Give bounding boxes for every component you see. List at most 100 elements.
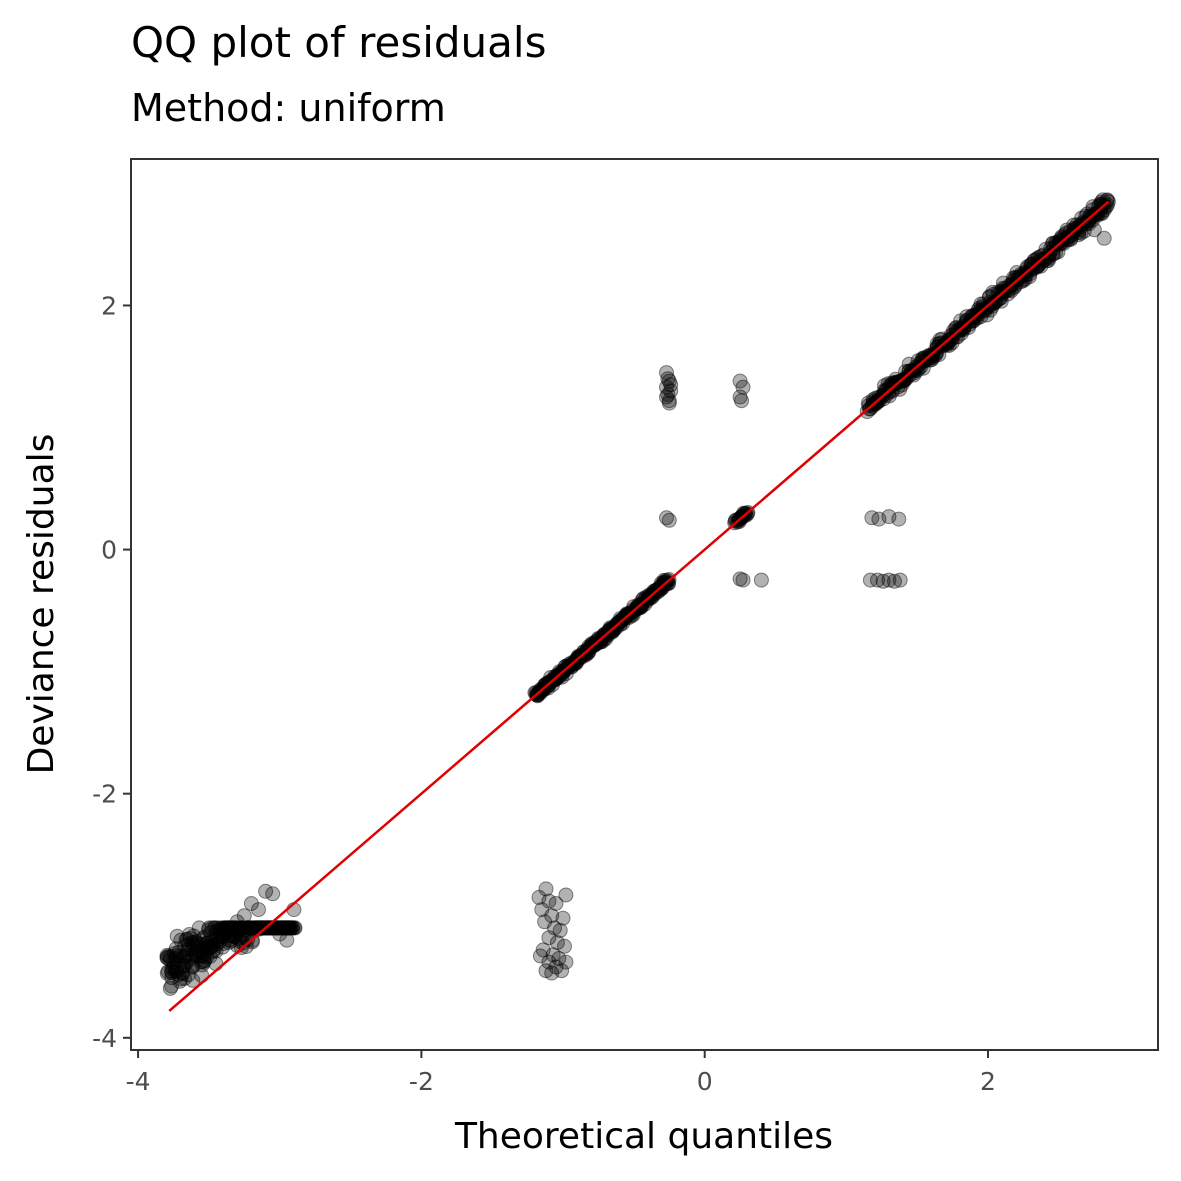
data-point xyxy=(203,925,219,941)
x-tick-label: 2 xyxy=(980,1067,996,1096)
data-point xyxy=(225,920,240,936)
data-point xyxy=(212,928,228,944)
data-point xyxy=(206,942,222,958)
data-point xyxy=(548,896,564,911)
data-point xyxy=(594,634,610,650)
data-point xyxy=(1041,248,1057,264)
data-point xyxy=(527,685,543,701)
data-point xyxy=(228,920,244,936)
data-point xyxy=(282,920,298,936)
data-point xyxy=(965,308,981,324)
data-point xyxy=(202,940,218,956)
data-point xyxy=(558,887,574,903)
data-point xyxy=(236,908,252,924)
data-point xyxy=(969,310,985,326)
data-point xyxy=(279,932,295,948)
data-point xyxy=(646,583,661,599)
data-point xyxy=(1051,234,1067,250)
data-point xyxy=(173,971,189,987)
data-point xyxy=(993,290,1009,306)
data-point xyxy=(985,284,1001,300)
data-point xyxy=(877,383,893,399)
data-point xyxy=(557,659,573,674)
data-point xyxy=(621,610,636,626)
data-point xyxy=(887,573,902,589)
data-point xyxy=(1023,257,1039,273)
data-point xyxy=(171,967,186,983)
data-point xyxy=(1056,236,1072,251)
data-point xyxy=(251,921,267,937)
data-point xyxy=(544,908,560,924)
data-point xyxy=(164,963,179,979)
data-point xyxy=(915,350,931,366)
data-point xyxy=(1053,230,1069,246)
data-point xyxy=(623,608,639,624)
data-point xyxy=(986,295,1002,311)
data-point xyxy=(164,978,180,994)
data-point xyxy=(168,951,184,966)
data-point xyxy=(1060,232,1076,247)
data-point xyxy=(178,932,194,948)
data-point xyxy=(205,934,220,950)
data-point xyxy=(909,362,925,378)
data-point xyxy=(232,922,248,938)
data-point xyxy=(245,920,261,936)
y-tick-label: -2 xyxy=(92,780,117,809)
data-point xyxy=(924,349,940,365)
data-point xyxy=(175,957,191,973)
chart-subtitle: Method: uniform xyxy=(131,86,446,130)
data-point xyxy=(286,920,302,936)
data-point xyxy=(1034,253,1050,269)
data-point xyxy=(284,920,300,936)
data-point xyxy=(1059,232,1074,248)
data-point xyxy=(531,889,547,905)
data-point xyxy=(194,948,210,964)
data-point xyxy=(287,920,303,936)
data-point xyxy=(530,688,546,704)
data-point xyxy=(928,345,944,361)
data-point xyxy=(1008,276,1023,292)
data-point xyxy=(1029,258,1045,274)
data-point xyxy=(644,590,660,606)
data-point xyxy=(203,940,219,955)
data-point xyxy=(212,922,228,938)
data-point xyxy=(182,931,198,946)
y-tick-label: 2 xyxy=(101,291,117,320)
data-point xyxy=(1048,235,1063,251)
data-point xyxy=(966,307,982,323)
data-point xyxy=(605,624,620,640)
data-point xyxy=(162,980,178,996)
data-point xyxy=(945,323,961,339)
data-point xyxy=(552,922,568,938)
data-point xyxy=(162,952,178,968)
data-point xyxy=(1007,278,1023,294)
data-point xyxy=(191,920,207,936)
data-point xyxy=(660,576,676,592)
data-point xyxy=(635,592,650,608)
data-point xyxy=(232,921,248,937)
data-point xyxy=(165,954,181,970)
data-point xyxy=(278,920,293,936)
data-point xyxy=(753,572,769,588)
data-point xyxy=(283,920,299,936)
data-point xyxy=(280,920,296,936)
data-point xyxy=(1032,256,1048,271)
data-point xyxy=(635,591,651,606)
data-point xyxy=(736,505,751,521)
data-point xyxy=(1066,220,1082,236)
data-point xyxy=(1063,230,1079,246)
data-point xyxy=(1025,262,1041,277)
data-point xyxy=(205,937,221,953)
data-point xyxy=(994,283,1009,299)
data-point xyxy=(891,511,907,527)
data-point xyxy=(270,920,286,936)
data-point xyxy=(579,646,595,662)
data-point xyxy=(877,378,892,394)
data-point xyxy=(159,950,175,966)
data-point xyxy=(577,648,593,663)
data-point xyxy=(661,395,677,411)
data-point xyxy=(229,924,245,940)
data-point xyxy=(215,939,230,955)
data-point xyxy=(194,968,210,984)
data-point xyxy=(218,924,234,940)
